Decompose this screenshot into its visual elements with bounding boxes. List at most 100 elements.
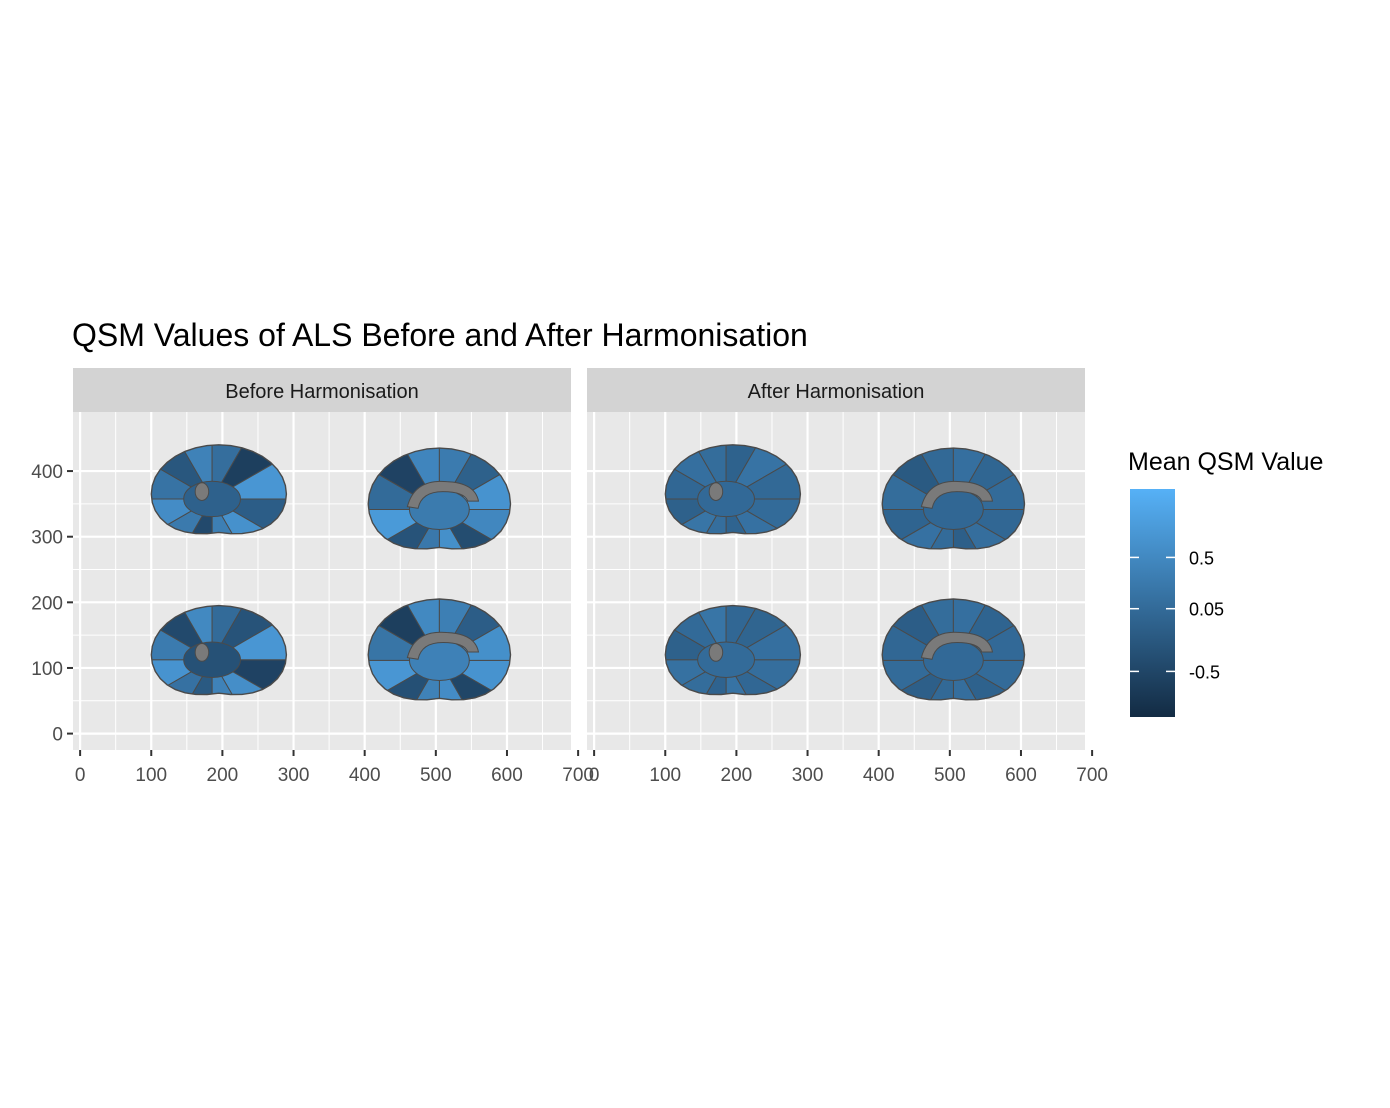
brain-region: [210, 498, 287, 534]
missing-region: [920, 631, 994, 660]
brain-region: [665, 444, 728, 500]
brain-region: [882, 448, 954, 512]
missing-region: [406, 631, 480, 660]
brain-region: [368, 599, 440, 663]
brain-region: [151, 444, 214, 500]
brain-view-lateral-top: [664, 444, 802, 535]
x-tick-label: 300: [792, 765, 824, 786]
y-tick-label: 400: [31, 462, 63, 483]
x-tick-label: 100: [649, 765, 681, 786]
legend-colorbar: [1130, 489, 1175, 717]
facet-strip: [587, 368, 1085, 412]
brain-region: [368, 448, 440, 512]
brain-outline: [150, 444, 288, 535]
missing-region: [194, 482, 210, 501]
brain-region: [210, 658, 287, 695]
brain-region: [697, 480, 755, 518]
brain-region: [151, 605, 213, 662]
x-tick-label: 300: [278, 765, 310, 786]
brain-region: [151, 659, 214, 695]
panel-background: [73, 412, 571, 750]
missing-region: [194, 643, 210, 662]
brain-region: [210, 659, 287, 695]
brain-outline: [367, 447, 512, 550]
region-group: [665, 444, 801, 534]
brain-region: [724, 498, 801, 534]
y-tick-label: 200: [31, 593, 63, 614]
brain-region: [183, 480, 241, 518]
brain-outline: [664, 444, 802, 535]
brain-region: [211, 444, 287, 501]
missing-region: [708, 482, 724, 501]
brain-region: [665, 605, 728, 662]
brain-region: [151, 444, 214, 501]
x-tick-label: 500: [934, 765, 966, 786]
brain-outline: [150, 604, 288, 696]
missing-region: [708, 643, 724, 662]
legend-break-label: 0.05: [1189, 600, 1224, 620]
facet-panel-1: Before Harmonisation 0 100 200 300 400 500 600 7…: [31, 368, 594, 786]
facet-strip-label: After Harmonisation: [748, 381, 925, 403]
brain-view-medial-bottom: [881, 598, 1026, 701]
brain-region: [665, 659, 728, 695]
brain-region: [882, 599, 954, 663]
brain-region: [151, 605, 214, 661]
brain-view-medial-top: [367, 447, 512, 550]
brain-region: [665, 444, 728, 501]
legend-title: Mean QSM Value: [1128, 448, 1323, 476]
x-tick-label: 400: [349, 765, 381, 786]
x-tick-label: 700: [562, 765, 594, 786]
brain-region: [438, 448, 511, 512]
x-tick-label: 700: [1076, 765, 1108, 786]
color-legend: Mean QSM Value 0.5 0.05 -0.5: [1128, 448, 1323, 717]
brain-region: [952, 599, 1025, 663]
brain-region: [665, 605, 727, 662]
axis-ticks: 0 100 200 300 400 500 600 700: [589, 750, 1108, 786]
brain-region: [151, 498, 214, 534]
brain-region: [210, 497, 287, 534]
facet-panel-2: After Harmonisation 0 100 200 300 400 500 600 70…: [587, 368, 1108, 786]
brain-region: [725, 444, 801, 501]
x-tick-label: 600: [1005, 765, 1037, 786]
brain-outline: [367, 598, 512, 701]
x-tick-label: 500: [420, 765, 452, 786]
brain-region: [665, 498, 728, 534]
missing-region: [406, 480, 480, 509]
x-tick-label: 100: [135, 765, 167, 786]
brain-outline: [881, 598, 1026, 701]
axis-ticks: 0 100 200 300 400 500 600 700 0 100 200 300 400: [31, 462, 594, 786]
x-tick-label: 400: [863, 765, 895, 786]
x-tick-label: 600: [491, 765, 523, 786]
brain-region: [725, 605, 801, 662]
legend-break-label: 0.5: [1189, 548, 1214, 568]
brain-region: [665, 605, 728, 661]
facet-strip-label: Before Harmonisation: [225, 381, 418, 403]
brain-view-medial-bottom: [367, 598, 512, 701]
y-tick-label: 100: [31, 659, 63, 680]
brain-view-lateral-top: [150, 444, 288, 535]
brain-region: [438, 599, 511, 663]
brain-outline: [881, 447, 1026, 550]
brain-region: [151, 605, 214, 662]
brain-region: [151, 444, 213, 501]
region-group: [151, 444, 287, 534]
legend-break-label: -0.5: [1189, 662, 1220, 682]
missing-region: [920, 480, 994, 509]
y-tick-label: 0: [52, 725, 63, 746]
brain-region: [211, 605, 287, 662]
brain-region: [952, 448, 1025, 512]
x-tick-label: 0: [589, 765, 600, 786]
chart-title: QSM Values of ALS Before and After Harmo…: [72, 317, 808, 353]
brain-region: [724, 659, 801, 695]
y-tick-label: 300: [31, 528, 63, 549]
brain-region: [724, 658, 801, 695]
brain-view-medial-top: [881, 447, 1026, 550]
brain-region: [665, 444, 727, 501]
brain-region: [697, 641, 755, 678]
brain-region: [724, 497, 801, 534]
brain-outline: [664, 604, 802, 696]
panel-background: [587, 412, 1085, 750]
x-tick-label: 200: [721, 765, 753, 786]
x-tick-label: 200: [207, 765, 239, 786]
